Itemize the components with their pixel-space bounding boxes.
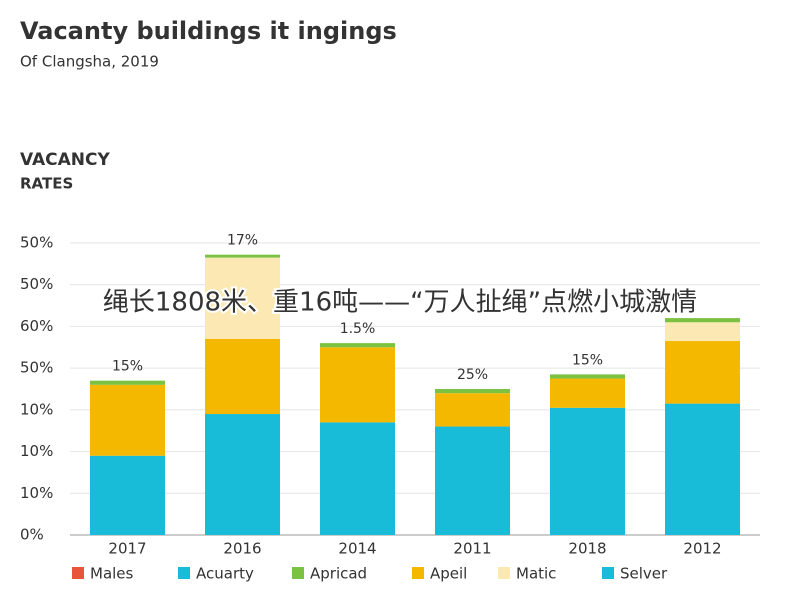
y-axis-label: VACANCY bbox=[20, 150, 110, 170]
bar-segment bbox=[550, 378, 625, 408]
x-tick-label: 2017 bbox=[108, 540, 146, 558]
x-tick-label: 2014 bbox=[338, 540, 376, 558]
y-tick-label: 60% bbox=[20, 317, 53, 335]
x-tick-label: 2016 bbox=[223, 540, 261, 558]
legend-label: Apricad bbox=[310, 565, 367, 583]
bar-segment bbox=[205, 414, 280, 535]
chart-title: Vacanty buildings it ingings bbox=[20, 17, 397, 45]
x-tick-label: 2012 bbox=[683, 540, 721, 558]
bar-label: 15% bbox=[112, 359, 143, 375]
bar-segment bbox=[90, 380, 165, 385]
bar-label: 17% bbox=[227, 233, 258, 249]
y-tick-label: 10% bbox=[20, 400, 53, 418]
y-tick-label: 50% bbox=[20, 359, 53, 377]
legend-label: Selver bbox=[620, 565, 668, 583]
plot-area: 0% 10% 10% 10% 50% 60% 50% 50% 15% 2017 17% 2016 1.5… bbox=[20, 233, 760, 558]
x-tick-label: 2011 bbox=[453, 540, 491, 558]
bar-label: 25% bbox=[457, 367, 488, 383]
overlay-annotation: 绳长1808米、重16吨——“万人扯绳”点燃小城激情 bbox=[103, 288, 697, 318]
bar-segment bbox=[90, 384, 165, 456]
legend-swatch bbox=[412, 567, 424, 579]
legend-label: Matic bbox=[516, 565, 556, 583]
y-tick-label: 10% bbox=[20, 484, 53, 502]
bar-label: 15% bbox=[572, 352, 603, 368]
y-tick-label: 50% bbox=[20, 234, 53, 252]
legend-label: Acuarty bbox=[196, 565, 254, 583]
bar-label: 1.5% bbox=[340, 321, 376, 337]
bar-segment bbox=[320, 422, 395, 535]
bar-segment bbox=[205, 338, 280, 415]
y-tick-label: 50% bbox=[20, 275, 53, 293]
bar-segment bbox=[435, 393, 510, 427]
legend-label: Males bbox=[90, 565, 134, 583]
bar-segment bbox=[205, 257, 280, 339]
legend-swatch bbox=[498, 567, 510, 579]
bar-segment bbox=[320, 343, 395, 348]
bar-segment bbox=[205, 254, 280, 258]
bar-segment bbox=[665, 341, 740, 404]
bar-segment bbox=[665, 322, 740, 342]
y-tick-label: 0% bbox=[20, 526, 44, 544]
legend-label: Apeil bbox=[430, 565, 467, 583]
y-tick-label: 10% bbox=[20, 442, 53, 460]
bar-segment bbox=[550, 407, 625, 535]
bar-segment bbox=[550, 374, 625, 379]
legend-swatch bbox=[178, 567, 190, 579]
bar-segment bbox=[435, 426, 510, 535]
bar-segment bbox=[90, 455, 165, 535]
y-axis-label: RATES bbox=[20, 175, 73, 193]
legend-swatch bbox=[602, 567, 614, 579]
chart-subtitle: Of Clangsha, 2019 bbox=[20, 53, 159, 71]
bar-segment bbox=[665, 318, 740, 323]
bar-segment bbox=[320, 347, 395, 423]
legend-swatch bbox=[72, 567, 84, 579]
legend: Males Acuarty Apeil Matic Apricad Selver bbox=[72, 565, 668, 583]
x-tick-label: 2018 bbox=[568, 540, 606, 558]
bar-segment bbox=[435, 389, 510, 394]
bar-segment bbox=[665, 403, 740, 535]
legend-swatch bbox=[292, 567, 304, 579]
